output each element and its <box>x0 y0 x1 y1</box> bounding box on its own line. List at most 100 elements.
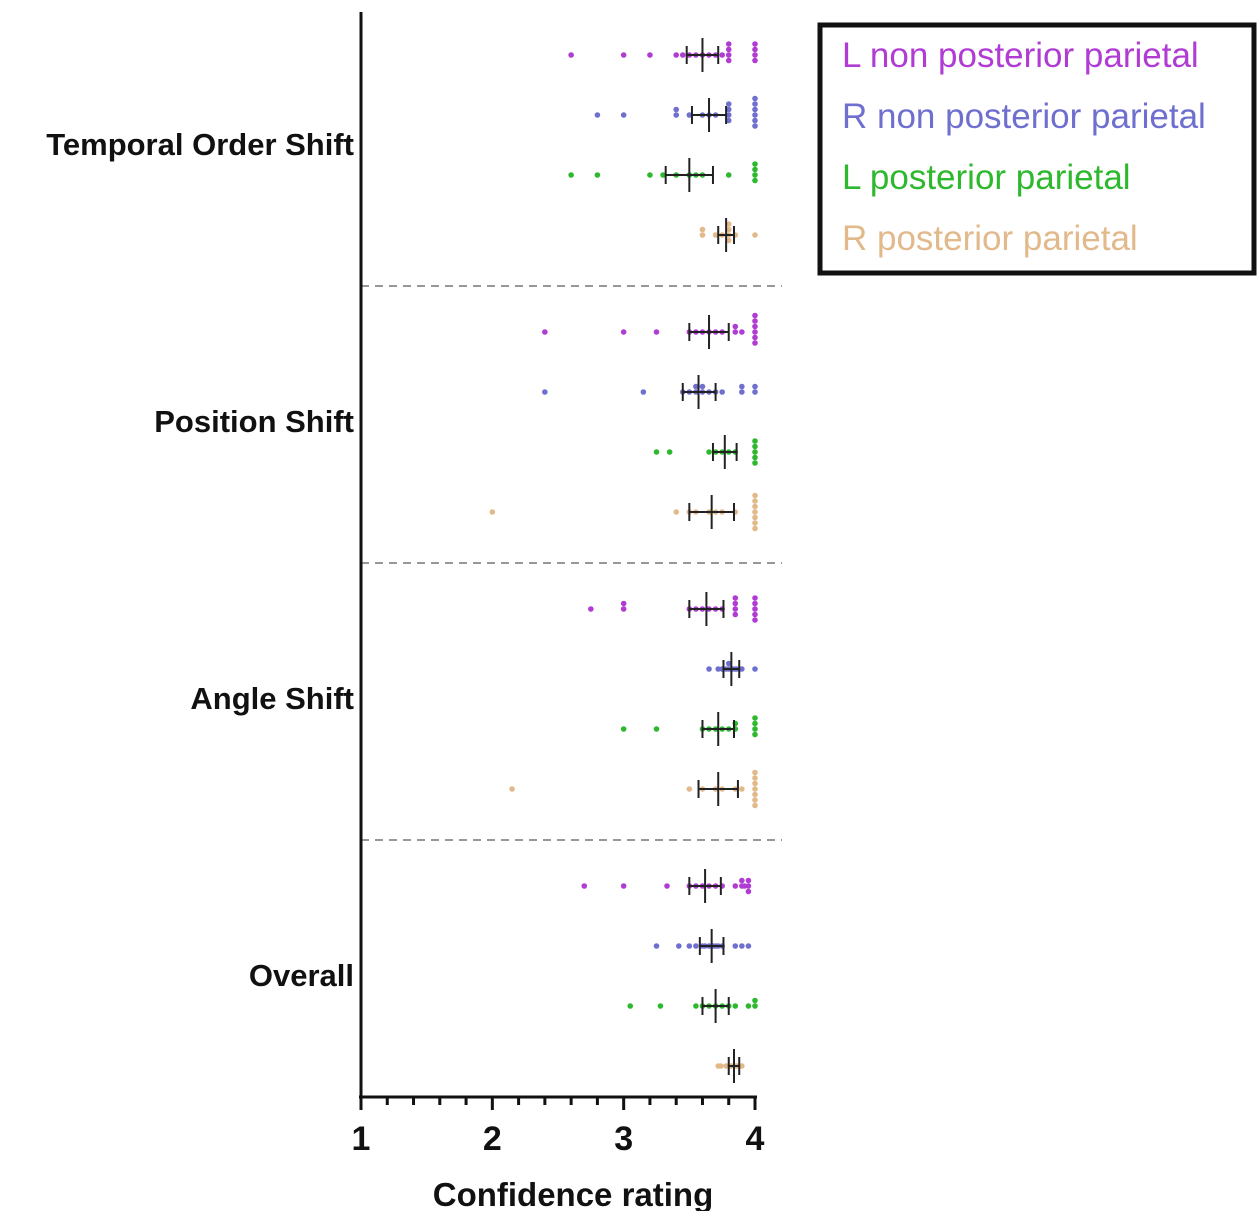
data-point <box>673 509 679 515</box>
data-point <box>752 340 758 346</box>
data-point <box>752 797 758 803</box>
data-point <box>620 606 627 612</box>
group-label: Temporal Order Shift <box>46 127 354 162</box>
data-point <box>745 888 752 895</box>
data-point <box>752 41 758 47</box>
data-point <box>752 775 758 781</box>
data-point <box>725 226 732 233</box>
data-point <box>752 161 758 167</box>
data-point <box>653 329 660 335</box>
data-point <box>620 600 627 607</box>
data-point <box>752 389 758 395</box>
data-point <box>752 460 758 466</box>
data-point <box>725 106 732 113</box>
data-point <box>739 1063 745 1069</box>
data-point <box>620 52 627 58</box>
data-point <box>725 52 732 58</box>
data-point <box>647 172 653 178</box>
data-point <box>752 329 758 335</box>
data-point <box>725 660 732 667</box>
data-point <box>640 389 647 395</box>
data-point <box>657 1003 664 1009</box>
data-point <box>752 101 758 107</box>
data-point <box>594 112 601 118</box>
data-point <box>715 666 722 672</box>
data-point <box>679 52 686 58</box>
data-point <box>627 1003 634 1009</box>
data-point <box>752 46 758 53</box>
data-point <box>732 883 739 889</box>
data-point <box>752 449 758 455</box>
data-point <box>745 877 752 884</box>
data-point <box>752 166 758 173</box>
data-point <box>653 449 660 455</box>
data-point <box>542 329 548 335</box>
data-point <box>725 41 732 47</box>
data-point <box>741 883 748 889</box>
data-point <box>725 117 732 124</box>
data-point <box>739 389 745 395</box>
data-point <box>725 101 732 107</box>
data-point <box>752 318 758 324</box>
data-point <box>752 383 758 390</box>
data-point <box>706 449 712 455</box>
data-point <box>732 606 739 612</box>
data-point <box>725 112 732 118</box>
data-point <box>732 595 739 601</box>
x-tick-label: 3 <box>614 1120 633 1158</box>
data-point <box>752 617 758 623</box>
data-point <box>620 883 627 889</box>
data-point <box>752 312 758 319</box>
data-point <box>752 323 758 330</box>
data-point <box>647 52 653 58</box>
data-point <box>706 666 712 672</box>
data-point <box>745 883 752 889</box>
data-point <box>699 232 706 238</box>
data-point <box>752 611 758 618</box>
group-separators <box>361 285 782 841</box>
data-point <box>699 226 706 233</box>
data-point <box>725 57 732 64</box>
data-point <box>568 52 574 58</box>
data-point <box>752 666 758 672</box>
x-tick-label: 4 <box>746 1120 765 1158</box>
data-point <box>739 786 745 792</box>
data-point <box>732 611 739 618</box>
group-labels: Temporal Order Shift Position Shift Angle … <box>46 127 354 993</box>
data-point <box>725 172 732 178</box>
data-point <box>732 600 739 607</box>
legend: L non posterior parietal R non posterior … <box>817 22 1257 276</box>
data-point <box>752 715 758 721</box>
data-point <box>739 329 745 335</box>
data-point <box>752 791 758 798</box>
data-point <box>693 383 699 390</box>
data-point <box>752 106 758 113</box>
data-point <box>752 492 758 499</box>
axes <box>359 12 757 1099</box>
data-point <box>745 943 752 949</box>
data-point <box>752 95 758 102</box>
data-point <box>686 943 693 949</box>
data-point <box>693 1003 699 1009</box>
data-point <box>752 172 758 178</box>
data-point <box>660 172 666 178</box>
data-point <box>739 383 745 390</box>
data-point <box>725 237 732 244</box>
legend-entry: R posterior parietal <box>842 219 1138 258</box>
data-point <box>725 46 732 53</box>
data-point <box>752 600 758 607</box>
data-point <box>673 112 679 118</box>
data-point <box>752 595 758 601</box>
data-point <box>581 883 588 889</box>
data-point <box>732 1003 739 1009</box>
data-point <box>712 232 719 238</box>
data-point <box>732 329 739 335</box>
group-label: Angle Shift <box>190 681 354 716</box>
data-point <box>719 52 725 58</box>
data-point <box>673 52 679 58</box>
legend-box <box>817 22 1257 276</box>
legend-entry: R non posterior parietal <box>842 97 1206 136</box>
x-axis-title: Confidence rating <box>433 1176 714 1211</box>
data-point <box>739 877 745 884</box>
data-point <box>752 57 758 64</box>
